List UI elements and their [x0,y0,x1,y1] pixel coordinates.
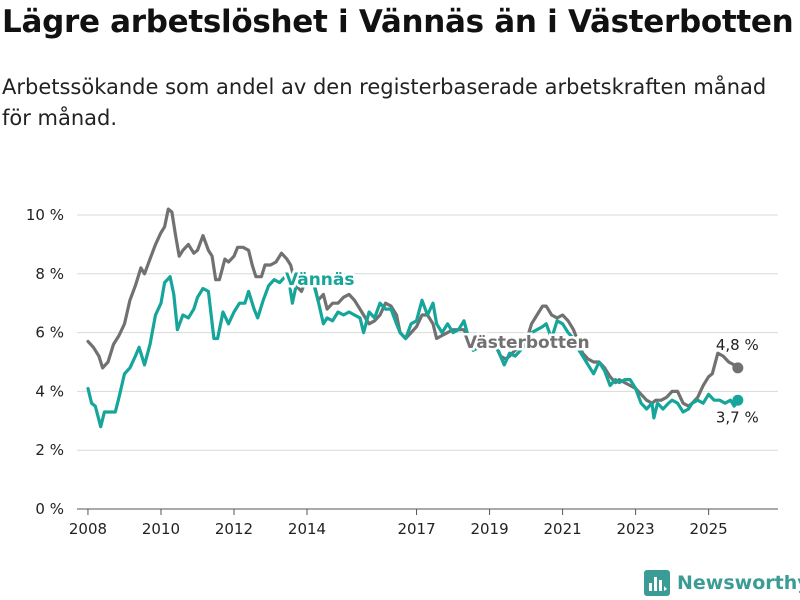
y-tick-label: 6 % [35,324,64,342]
newsworthy-logo-icon [644,570,670,596]
brand-name: Newsworthy [677,572,800,594]
chart-subtitle: Arbetssökande som andel av den registerb… [2,75,767,130]
end-point-v-sterbotten [732,362,744,374]
series-lines [86,207,744,429]
y-tick-label: 0 % [35,500,64,518]
x-tick-label: 2017 [397,520,435,538]
y-axis: 0 % 2 % 4 % 6 % 8 % 10 % [26,206,64,518]
series-label-vannas: Vännäs [285,270,355,290]
newsworthy-brand[interactable]: Newsworthy [644,570,800,596]
end-point-v-nn-s [732,394,744,406]
end-label-vasterbotten: 4,8 % [716,336,759,354]
series-label-vasterbotten: Västerbotten [464,333,590,353]
x-tick-label: 2021 [543,520,581,538]
series-labels: Vännäs Västerbotten 4,8 % 3,7 % [283,268,761,429]
gridlines [77,214,778,510]
x-axis: 2008 2010 2012 2014 2017 2019 2021 2023 2025 [69,508,778,538]
x-tick-label: 2014 [288,520,326,538]
y-tick-label: 4 % [35,382,64,400]
x-tick-label: 2023 [617,520,655,538]
y-tick-label: 10 % [26,206,64,224]
x-tick-label: 2012 [215,520,253,538]
chart-title: Lägre arbetslöshet i Vännäs än i Västerb… [2,4,794,40]
y-tick-label: 8 % [35,265,64,283]
x-tick-label: 2025 [690,520,728,538]
x-tick-label: 2010 [142,520,180,538]
series-line-v-sterbotten [86,207,740,408]
y-tick-label: 2 % [35,441,64,459]
series-line-v-nn-s [86,275,740,429]
x-tick-label: 2008 [69,520,107,538]
end-label-vannas: 3,7 % [716,408,759,426]
x-tick-label: 2019 [470,520,508,538]
